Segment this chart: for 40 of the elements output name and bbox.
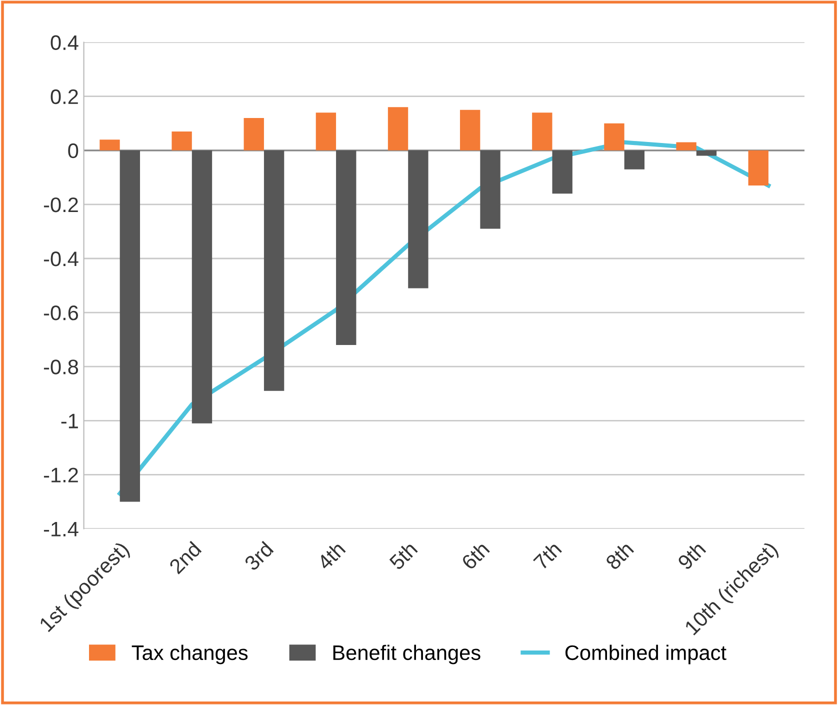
- bar: [316, 112, 336, 150]
- y-tick-label: -0.4: [44, 252, 78, 266]
- x-tick-label: 4th: [316, 540, 346, 571]
- x-tick-label: 8th: [604, 540, 634, 571]
- bar: [100, 140, 120, 150]
- bar: [192, 150, 212, 424]
- bar: [604, 123, 624, 150]
- bar: [264, 150, 284, 391]
- y-tick-label: -0.8: [44, 360, 78, 374]
- y-tick-label: 0.2: [50, 89, 78, 104]
- y-tick-label: -0.2: [44, 197, 78, 212]
- bar: [676, 142, 696, 150]
- bar: [532, 112, 552, 150]
- bar: [120, 150, 140, 502]
- y-tick-label: -1: [61, 414, 78, 428]
- x-tick-label: 6th: [460, 540, 490, 570]
- y-tick-label: 0: [68, 143, 78, 158]
- x-tick-label: 7th: [532, 540, 562, 570]
- y-tick-label: -1.2: [44, 468, 78, 482]
- bar: [480, 150, 500, 229]
- legend-label: Tax changes: [132, 644, 248, 664]
- legend-label: Benefit changes: [333, 644, 480, 664]
- x-tick-label: 3rd: [243, 540, 274, 572]
- legend-label: Combined impact: [565, 644, 726, 664]
- bar: [388, 107, 408, 150]
- bar: [172, 131, 192, 150]
- bar: [624, 150, 644, 170]
- bar: [336, 150, 356, 345]
- y-tick-label: -1.4: [44, 522, 78, 536]
- bar: [552, 150, 572, 194]
- y-tick-label: 0.4: [50, 35, 78, 50]
- x-tick-label: 5th: [388, 540, 418, 571]
- x-tick-label: 9th: [676, 540, 706, 570]
- y-tick-label: -0.6: [44, 306, 78, 320]
- bar: [460, 110, 480, 150]
- bar: [408, 150, 428, 288]
- bar: [748, 150, 768, 186]
- bar: [244, 118, 264, 150]
- bar: [696, 150, 717, 156]
- x-tick-label: 2nd: [168, 540, 202, 575]
